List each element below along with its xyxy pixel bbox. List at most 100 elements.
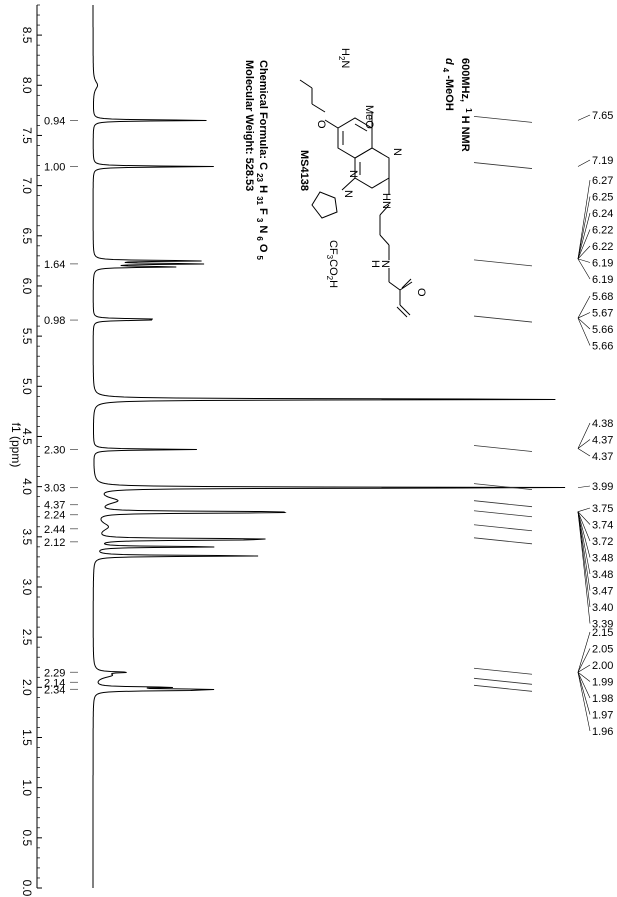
integral-curve [473,537,533,545]
peak-label-leader [577,511,591,558]
integral-label: 1.64 [44,259,65,271]
peak-label-leader [577,312,591,319]
structure-amide-h: H [369,260,381,268]
peak-label: 5.68 [592,291,613,303]
integral-label: 0.94 [44,115,65,127]
peak-label-leader [577,422,591,449]
peak-label-leader [577,485,591,488]
peak-label-leader [577,511,591,624]
peak-label: 4.37 [592,435,613,447]
peak-label: 1.97 [592,710,613,722]
chemical-structure: MeO O H2N HN N N N N H O CF3CO2H [299,48,427,318]
peak-label-leader [577,295,591,319]
peak-label-leader [577,672,591,699]
axis-tick-label: 8.5 [20,27,34,44]
peak-label: 2.00 [592,660,613,672]
peak-label-leader [577,672,591,732]
integral-label: 1.00 [44,162,65,174]
peak-label: 7.65 [592,110,613,122]
axis-tick-label: 8.0 [20,77,34,94]
peak-label-leader [577,648,591,673]
peak-label: 1.99 [592,677,613,689]
peak-label-leader [577,245,591,260]
peak-label: 3.47 [592,586,613,598]
integral-curve [473,483,533,491]
axis-tick-label: 2.0 [20,679,34,696]
svg-text:H2N: H2N [337,48,351,68]
axis-tick-label: 6.0 [20,278,34,295]
structure-h2n: H2N [337,48,351,68]
peak-label: 3.39 [592,619,613,631]
peak-label: 6.22 [592,241,613,253]
peak-label: 3.75 [592,503,613,515]
integral-label: 2.14 [44,677,65,689]
integral-curve [473,445,533,452]
ppm-axis: 8.5 8.0 7.5 7.0 6.5 6.0 5.5 5.0 4.5 4.0 3.5 3.0 2.5 2… [20,4,42,897]
axis-tick-label: 3.0 [20,579,34,596]
peak-label-leader [577,439,591,449]
spectrometer-label: 600MHz, 1 H NMR [459,58,475,152]
peak-label-leader [577,631,591,673]
peak-label-leader [577,317,591,346]
peak-label-leader [577,196,591,259]
peak-label: 3.48 [592,569,613,581]
peak-label-leader [577,212,591,259]
integral-label: 2.24 [44,510,65,522]
peak-label: 1.98 [592,693,613,705]
axis-tick-label: 2.5 [20,629,34,646]
annotation-block: 600MHz, 1 H NMR d 4 -MeOH MS4138 Chemica… [243,58,475,261]
axis-tick-label: 5.5 [20,328,34,345]
structure-amide-n: N [379,260,391,268]
integrals: 0.94 1.00 1.64 0.98 2.30 3.03 4.372.24 2.442.12… [44,115,533,696]
peak-label-leader [577,448,591,457]
axis-tick-label: 0.5 [20,829,34,846]
peak-label: 3.48 [592,553,613,565]
integral-curve [473,500,533,508]
integral-label: 3.03 [44,483,65,495]
peak-label: 5.67 [592,308,613,320]
peak-label-leader [577,511,591,591]
axis-label: f1 (ppm) [9,423,23,468]
integral-label: 4.37 [44,500,65,512]
peak-label-leader [577,179,591,259]
peak-label: 6.19 [592,274,613,286]
peak-label-leader [577,511,591,575]
axis-tick-label: 3.5 [20,528,34,545]
peak-label-leader [577,507,591,513]
axis-tick-label: 5.0 [20,378,34,395]
peak-label-leader [577,159,591,167]
spectrum-line [92,5,566,888]
structure-amide-o: O [415,288,427,297]
peak-labels: 7.65 7.19 6.27 6.25 6.24 6.22 6.22 6.19 6.19 5.68… [577,110,613,738]
peak-label-leader [577,511,591,525]
peak-label: 6.24 [592,208,613,220]
peak-label: 3.72 [592,536,613,548]
integral-label: 2.34 [44,684,65,696]
axis-tick-label: 1.5 [20,729,34,746]
peak-label-leader [577,672,591,715]
integral-curve [473,115,533,123]
molecular-weight: Molecular Weight: 528.53 [243,60,255,191]
peak-label: 5.66 [592,324,613,336]
structure-n-ring: N [342,190,354,198]
axis-tick-label: 7.5 [20,127,34,144]
peak-label-leader [577,317,591,330]
spectrum-trace [92,5,566,888]
peak-label: 2.15 [592,627,613,639]
peak-label: 3.99 [592,481,613,493]
axis-tick-label: 6.5 [20,227,34,244]
structure-n-b: N [347,170,359,178]
integral-curve [473,510,533,518]
peak-label: 3.40 [592,602,613,614]
peak-label: 4.37 [592,451,613,463]
integral-label: 0.98 [44,315,65,327]
peak-label: 5.66 [592,341,613,353]
svg-text:CF3CO2H: CF3CO2H [325,240,339,288]
peak-label: 6.19 [592,258,613,270]
axis-tick-label: 0.0 [20,880,34,897]
integral-label: 2.30 [44,445,65,457]
integral-curve [473,677,533,685]
integral-curve [473,684,533,692]
axis-tick-label: 7.0 [20,177,34,194]
